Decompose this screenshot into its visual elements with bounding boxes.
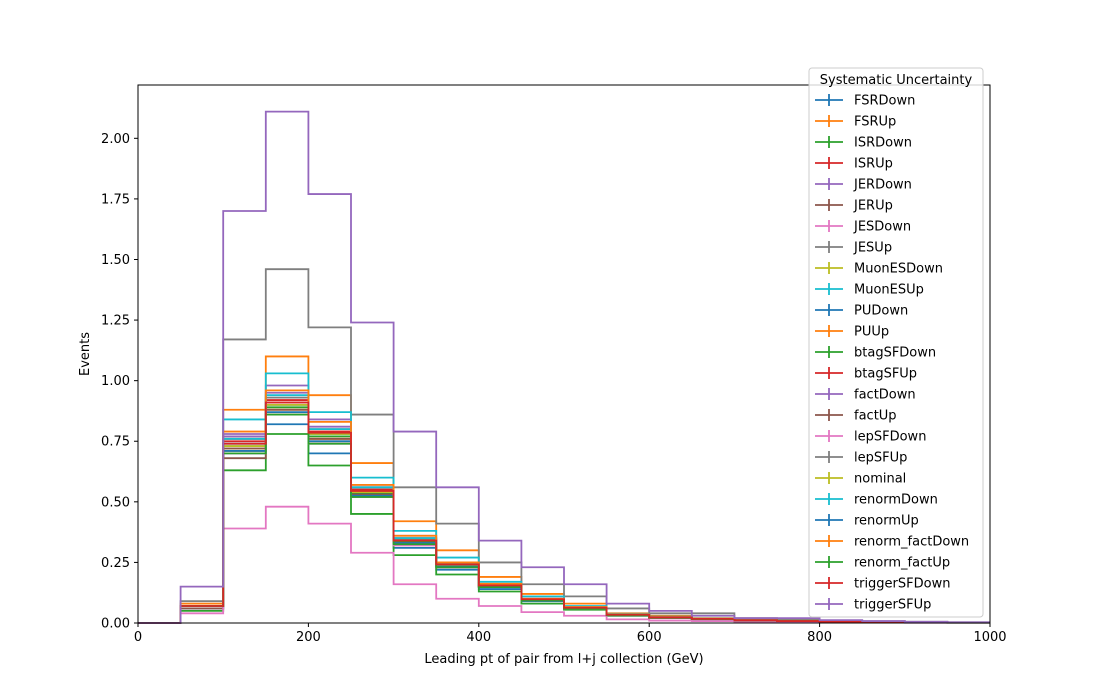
y-tick-label: 1.50 [101, 253, 130, 268]
legend-label: ISRDown [854, 136, 912, 151]
legend-label: JERUp [853, 199, 893, 214]
legend-item: renorm_factUp [815, 556, 950, 571]
legend-label: btagSFDown [854, 346, 936, 361]
x-axis-ticks: 0 200 400 600 800 1000 [134, 623, 1007, 645]
x-tick-label: 800 [807, 630, 832, 645]
legend-label: lepSFDown [854, 430, 926, 445]
x-tick-label: 200 [296, 630, 321, 645]
legend-item: lepSFDown [815, 430, 926, 445]
legend-item: lepSFUp [815, 451, 907, 466]
y-axis-ticks: 0.00 0.25 0.50 0.75 1.00 1.25 1.50 1.75 2.00 [101, 132, 138, 632]
legend-label: factUp [854, 409, 897, 424]
legend-label: renorm_factDown [854, 535, 969, 550]
legend-item: ISRDown [815, 136, 912, 151]
legend-item: PUDown [815, 304, 908, 319]
legend-item: FSRUp [815, 115, 896, 130]
series-line-triggersfup [138, 110, 990, 624]
legend-item: FSRDown [815, 94, 915, 109]
x-axis-label: Leading pt of pair from l+j collection (… [424, 652, 703, 667]
legend-item: JESDown [815, 220, 911, 235]
legend-label: ISRUp [854, 157, 893, 172]
y-tick-label: 0.50 [101, 495, 130, 510]
legend-label: FSRDown [854, 94, 915, 109]
legend-label: FSRUp [854, 115, 896, 130]
legend-item: JERDown [815, 178, 912, 193]
legend-item: triggerSFUp [815, 598, 931, 613]
legend-item: MuonESDown [815, 262, 943, 277]
legend-item: btagSFDown [815, 346, 936, 361]
legend-item: triggerSFDown [815, 577, 950, 592]
y-tick-label: 0.00 [101, 617, 130, 632]
axes-frame [137, 84, 991, 624]
legend-label: renorm_factUp [854, 556, 950, 571]
legend-label: JESUp [853, 241, 892, 256]
legend-label: JERDown [853, 178, 912, 193]
legend-title: Systematic Uncertainty [820, 73, 973, 88]
legend: Systematic Uncertainty FSRDown FSRUp ISRDo… [808, 67, 984, 618]
legend-item: MuonESUp [815, 283, 924, 298]
legend-label: triggerSFDown [854, 577, 950, 592]
legend-item: JERUp [815, 199, 893, 214]
legend-label: btagSFUp [854, 367, 917, 382]
y-tick-label: 0.25 [101, 556, 130, 571]
legend-label: PUUp [854, 325, 889, 340]
legend-label: lepSFUp [854, 451, 907, 466]
series-line-triggersfdown [138, 401, 990, 624]
legend-item: ISRUp [815, 157, 893, 172]
plot-series-group [138, 110, 990, 624]
y-tick-label: 1.00 [101, 374, 130, 389]
legend-item: renormDown [815, 493, 938, 508]
legend-label: renormDown [854, 493, 938, 508]
y-tick-label: 0.75 [101, 435, 130, 450]
legend-item: factDown [815, 388, 916, 403]
legend-label: MuonESUp [854, 283, 924, 298]
legend-item: JESUp [815, 241, 892, 256]
legend-item: renormUp [815, 514, 919, 529]
x-tick-label: 1000 [973, 630, 1006, 645]
legend-label: nominal [854, 472, 906, 487]
legend-item: renorm_factDown [815, 535, 969, 550]
x-tick-label: 0 [134, 630, 142, 645]
legend-label: MuonESDown [854, 262, 943, 277]
legend-label: PUDown [854, 304, 908, 319]
legend-item: PUUp [815, 325, 889, 340]
legend-box [808, 67, 984, 618]
legend-label: triggerSFUp [854, 598, 931, 613]
legend-item: nominal [815, 472, 906, 487]
y-axis-label: Events [78, 332, 93, 376]
y-tick-label: 2.00 [101, 132, 130, 147]
legend-items: FSRDown FSRUp ISRDown ISRUp JERDown JERUp JESD… [815, 94, 969, 613]
y-tick-label: 1.25 [101, 314, 130, 329]
legend-item: factUp [815, 409, 897, 424]
y-tick-label: 1.75 [101, 192, 130, 207]
legend-label: factDown [854, 388, 916, 403]
x-tick-label: 600 [637, 630, 662, 645]
legend-label: JESDown [853, 220, 911, 235]
legend-item: btagSFUp [815, 367, 917, 382]
legend-label: renormUp [854, 514, 919, 529]
x-tick-label: 400 [466, 630, 491, 645]
